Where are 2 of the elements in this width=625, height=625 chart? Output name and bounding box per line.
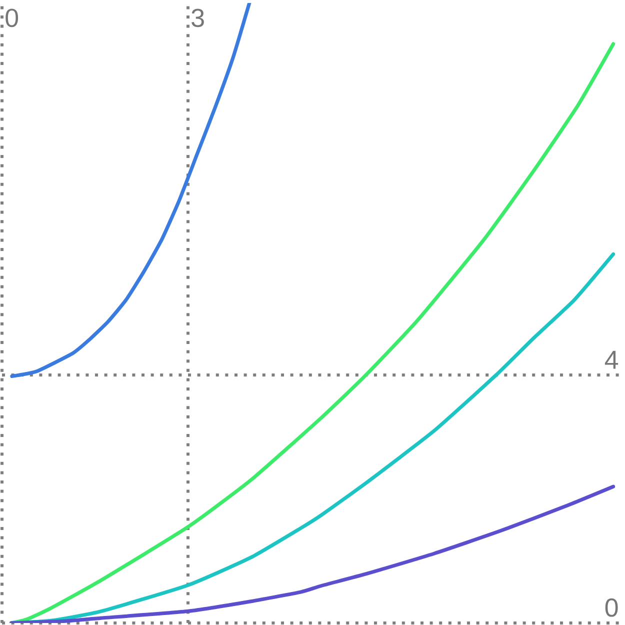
y-tick-label: 4 bbox=[604, 350, 618, 369]
x-tick-label: 3 bbox=[192, 8, 204, 28]
